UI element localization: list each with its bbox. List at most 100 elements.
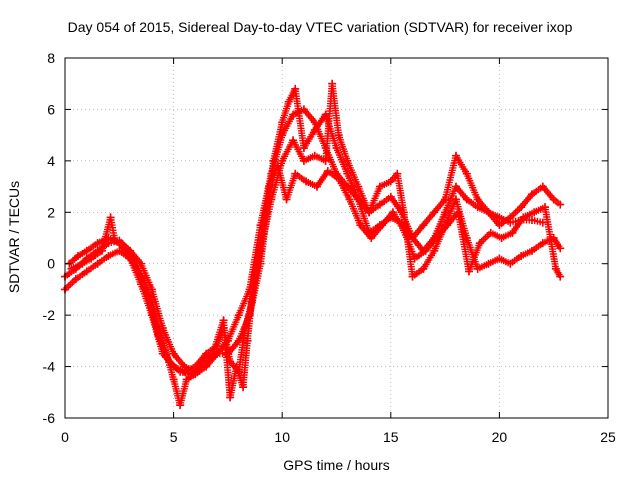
data-point (410, 254, 419, 263)
data-point (462, 195, 471, 204)
data-point (408, 272, 417, 281)
data-point (106, 213, 115, 222)
series-trace (68, 162, 563, 401)
data-point (299, 105, 308, 114)
data-point (78, 259, 87, 268)
data-point (97, 246, 106, 255)
data-point (299, 144, 308, 152)
data-point (176, 367, 185, 376)
data-point (321, 110, 330, 119)
data-point (367, 234, 376, 242)
x-tick-label: 20 (492, 429, 508, 445)
data-point (334, 131, 343, 140)
data-point (375, 182, 384, 191)
chart-title: Day 054 of 2015, Sidereal Day-to-day VTE… (67, 19, 573, 35)
data-point (176, 401, 185, 410)
data-point (169, 375, 178, 384)
data-point (508, 228, 517, 237)
data-point (399, 208, 408, 217)
data-point (386, 192, 395, 201)
data-point (165, 357, 174, 366)
data-point (388, 208, 397, 217)
data-point (299, 156, 308, 165)
data-point (354, 195, 363, 204)
data-point (375, 200, 384, 209)
data-point (421, 246, 430, 255)
data-point (451, 195, 460, 204)
data-point (386, 177, 395, 186)
data-point (495, 213, 504, 222)
data-point (332, 144, 341, 152)
data-point (430, 208, 439, 217)
x-tick-label: 25 (600, 429, 616, 445)
data-point (378, 221, 387, 230)
data-point (67, 264, 76, 273)
x-tick-label: 0 (61, 429, 69, 445)
data-point (104, 252, 113, 260)
data-point (323, 167, 332, 176)
data-point (519, 213, 528, 222)
data-point (182, 375, 191, 384)
data-point (82, 246, 91, 255)
data-point (93, 259, 102, 268)
data-point (302, 177, 311, 186)
data-point (321, 156, 330, 165)
data-point (110, 236, 119, 245)
data-point (234, 311, 243, 320)
data-point (284, 97, 293, 106)
data-point (267, 195, 276, 204)
data-point (484, 208, 493, 217)
data-point (486, 228, 495, 237)
data-point (393, 169, 402, 178)
data-point (549, 195, 558, 204)
series-track-4 (67, 162, 565, 402)
data-point (310, 151, 319, 160)
data-point (239, 383, 248, 392)
data-point (527, 190, 536, 199)
data-point (443, 221, 452, 230)
data-point (208, 349, 217, 358)
data-point (506, 213, 515, 222)
data-point (441, 195, 450, 204)
data-point (506, 259, 515, 268)
data-point (143, 290, 152, 299)
data-point (74, 252, 83, 260)
data-point (82, 267, 91, 276)
data-point (419, 264, 428, 273)
data-point (343, 169, 352, 178)
data-point (312, 182, 321, 191)
data-point (454, 208, 463, 217)
x-tick-label: 5 (170, 429, 178, 445)
data-point (226, 393, 235, 402)
data-point (291, 84, 300, 93)
y-tick-label: 8 (47, 50, 55, 66)
y-tick-label: -6 (43, 410, 56, 426)
data-point (538, 182, 547, 191)
data-point (495, 254, 504, 263)
data-point (462, 234, 471, 242)
data-point (232, 362, 241, 371)
x-tick-label: 10 (274, 429, 290, 445)
data-point (365, 208, 374, 217)
data-point (475, 239, 484, 248)
data-point (93, 239, 102, 248)
data-point (538, 239, 547, 248)
data-point (527, 216, 536, 224)
series-trace (61, 85, 562, 409)
data-point (273, 162, 282, 170)
data-point (441, 208, 450, 217)
data-point (345, 195, 354, 204)
data-point (71, 275, 80, 284)
data-point (556, 272, 565, 281)
data-point (432, 234, 441, 242)
data-point (354, 182, 363, 191)
data-point (556, 200, 565, 209)
data-point (541, 203, 550, 212)
data-point (310, 126, 319, 134)
y-tick-label: 4 (47, 153, 55, 169)
data-point (430, 246, 439, 255)
data-point (497, 234, 506, 242)
data-point (243, 336, 252, 345)
series-track-2 (61, 84, 565, 410)
